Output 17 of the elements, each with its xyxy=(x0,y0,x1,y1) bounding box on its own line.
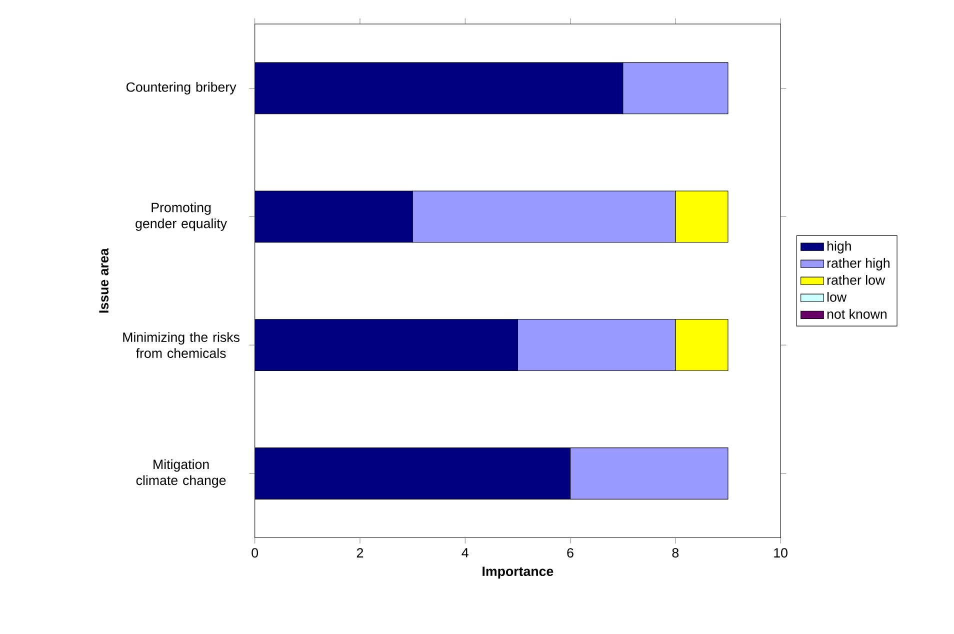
x-tick-label: 8 xyxy=(672,548,679,558)
legend-label: not known xyxy=(827,309,887,319)
x-axis-title: Importance xyxy=(482,566,554,579)
legend-label: rather low xyxy=(827,275,886,285)
x-tick-label: 10 xyxy=(774,548,788,558)
y-tick-label: Countering bribery xyxy=(126,82,236,95)
x-tick-label: 2 xyxy=(356,548,364,558)
y-tick-label: Minimizing the risks from chemicals xyxy=(123,332,240,358)
y-axis-title: Issue area xyxy=(99,248,109,313)
legend-label: high xyxy=(827,241,851,254)
y-tick-label: Promoting gender equality xyxy=(136,202,228,231)
x-tick-label: 4 xyxy=(462,548,468,558)
x-tick-label: 0 xyxy=(252,548,258,558)
legend-label: rather high xyxy=(827,258,890,271)
x-tick-label: 6 xyxy=(567,548,574,558)
legend-label: low xyxy=(827,292,847,302)
y-tick-label: Mitigation climate change xyxy=(136,459,226,488)
